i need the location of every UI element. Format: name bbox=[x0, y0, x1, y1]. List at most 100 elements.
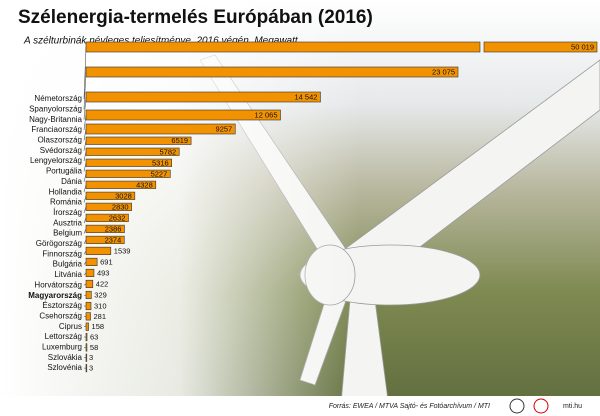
leader-line bbox=[83, 46, 87, 100]
value-label: 1539 bbox=[114, 246, 131, 255]
category-label: Írország bbox=[53, 208, 82, 217]
leader-line bbox=[83, 71, 87, 110]
leader-line bbox=[83, 294, 87, 296]
leader-line bbox=[83, 195, 87, 203]
value-label: 14 542 bbox=[294, 92, 317, 101]
category-label: Spanyolország bbox=[29, 104, 82, 113]
category-label: Románia bbox=[50, 198, 83, 207]
category-label: Horvátország bbox=[34, 280, 82, 289]
bar bbox=[85, 147, 180, 156]
bar bbox=[85, 235, 125, 244]
bar bbox=[85, 257, 98, 266]
category-label: Nagy-Britannia bbox=[29, 115, 82, 124]
leader-line bbox=[83, 151, 87, 162]
bar bbox=[85, 91, 321, 103]
bar bbox=[85, 279, 94, 289]
category-label: Portugália bbox=[46, 167, 83, 176]
category-label: Litvánia bbox=[54, 270, 82, 279]
bar bbox=[85, 180, 157, 189]
category-label: Szlovénia bbox=[47, 363, 82, 372]
value-label: 281 bbox=[94, 312, 107, 321]
bar bbox=[85, 158, 173, 167]
category-label: Bulgária bbox=[53, 260, 83, 269]
value-label: 3 bbox=[89, 364, 93, 373]
value-label: 23 075 bbox=[432, 67, 455, 76]
bar bbox=[85, 136, 192, 145]
category-label: Belgium bbox=[53, 229, 82, 238]
value-label: 4328 bbox=[136, 180, 153, 189]
category-label: Svédország bbox=[40, 146, 82, 155]
value-label: 422 bbox=[96, 279, 109, 288]
category-label: Luxemburg bbox=[42, 343, 82, 352]
value-label: 50 019 bbox=[571, 42, 594, 51]
leader-line bbox=[83, 173, 87, 182]
category-label: Olaszország bbox=[38, 136, 82, 145]
logo bbox=[533, 398, 549, 414]
value-label: 310 bbox=[94, 301, 107, 310]
category-label: Dánia bbox=[61, 177, 82, 186]
bar bbox=[85, 301, 92, 311]
category-label: Észtország bbox=[42, 301, 82, 310]
chart-subtitle: A szélturbinák névleges teljesítménye, 2… bbox=[23, 36, 299, 47]
source: Forrás: EWEA / MTVA Sajtó- és Fotóarchív… bbox=[329, 403, 490, 410]
category-label: Finnország bbox=[42, 249, 82, 258]
bar bbox=[85, 312, 91, 321]
value-label: 2632 bbox=[109, 213, 126, 222]
bar bbox=[85, 66, 459, 78]
value-label: 691 bbox=[100, 257, 113, 266]
leader-line bbox=[83, 184, 87, 193]
category-label: Németország bbox=[34, 94, 82, 103]
value-label: 63 bbox=[90, 333, 98, 342]
leader-line bbox=[83, 228, 87, 234]
value-label: 6519 bbox=[171, 136, 188, 145]
value-label: 2830 bbox=[112, 202, 129, 211]
value-label: 58 bbox=[90, 343, 98, 352]
website: mti.hu bbox=[563, 403, 582, 410]
value-label: 5227 bbox=[151, 169, 168, 178]
bar bbox=[85, 224, 125, 233]
category-label: Lengyelország bbox=[30, 156, 82, 165]
category-label: Ausztria bbox=[53, 218, 82, 227]
category-label: Ciprus bbox=[59, 322, 82, 331]
bar bbox=[85, 213, 129, 222]
value-label: 158 bbox=[92, 322, 105, 331]
bar bbox=[85, 191, 136, 200]
leader-line bbox=[83, 217, 87, 224]
bar bbox=[85, 202, 132, 211]
value-label: 493 bbox=[97, 268, 110, 277]
category-label: Lettország bbox=[45, 332, 82, 341]
leader-line bbox=[83, 114, 87, 131]
bar bbox=[85, 246, 112, 255]
category-label: Franciaország bbox=[31, 125, 82, 134]
value-label: 3028 bbox=[115, 191, 132, 200]
category-label: Görögország bbox=[36, 239, 82, 248]
value-label: 5316 bbox=[152, 158, 169, 167]
bar bbox=[85, 332, 88, 342]
value-label: 3 bbox=[89, 353, 93, 362]
category-label: Csehország bbox=[39, 311, 82, 320]
bar bbox=[85, 268, 95, 278]
leader-line bbox=[83, 128, 87, 141]
bar bbox=[85, 41, 481, 53]
chart-title: Szélenergia-termelés Európában (2016) bbox=[18, 7, 373, 28]
category-label: Szlovákia bbox=[48, 353, 83, 362]
bar bbox=[85, 109, 281, 121]
value-label: 9257 bbox=[216, 124, 233, 133]
logo bbox=[509, 398, 525, 414]
bar bbox=[85, 364, 88, 373]
leader-line bbox=[83, 96, 87, 120]
value-label: 12 065 bbox=[255, 110, 278, 119]
bar bbox=[85, 322, 89, 331]
leader-line bbox=[83, 272, 87, 276]
bar bbox=[85, 123, 236, 135]
leader-line bbox=[83, 140, 87, 151]
bar bbox=[85, 169, 171, 178]
value-label: 329 bbox=[94, 290, 107, 299]
bar bbox=[85, 343, 88, 352]
value-label: 2386 bbox=[105, 224, 122, 233]
category-label: Hollandia bbox=[49, 187, 83, 196]
leader-line bbox=[83, 261, 87, 265]
value-label: 5782 bbox=[160, 147, 177, 156]
bar bbox=[85, 290, 92, 300]
